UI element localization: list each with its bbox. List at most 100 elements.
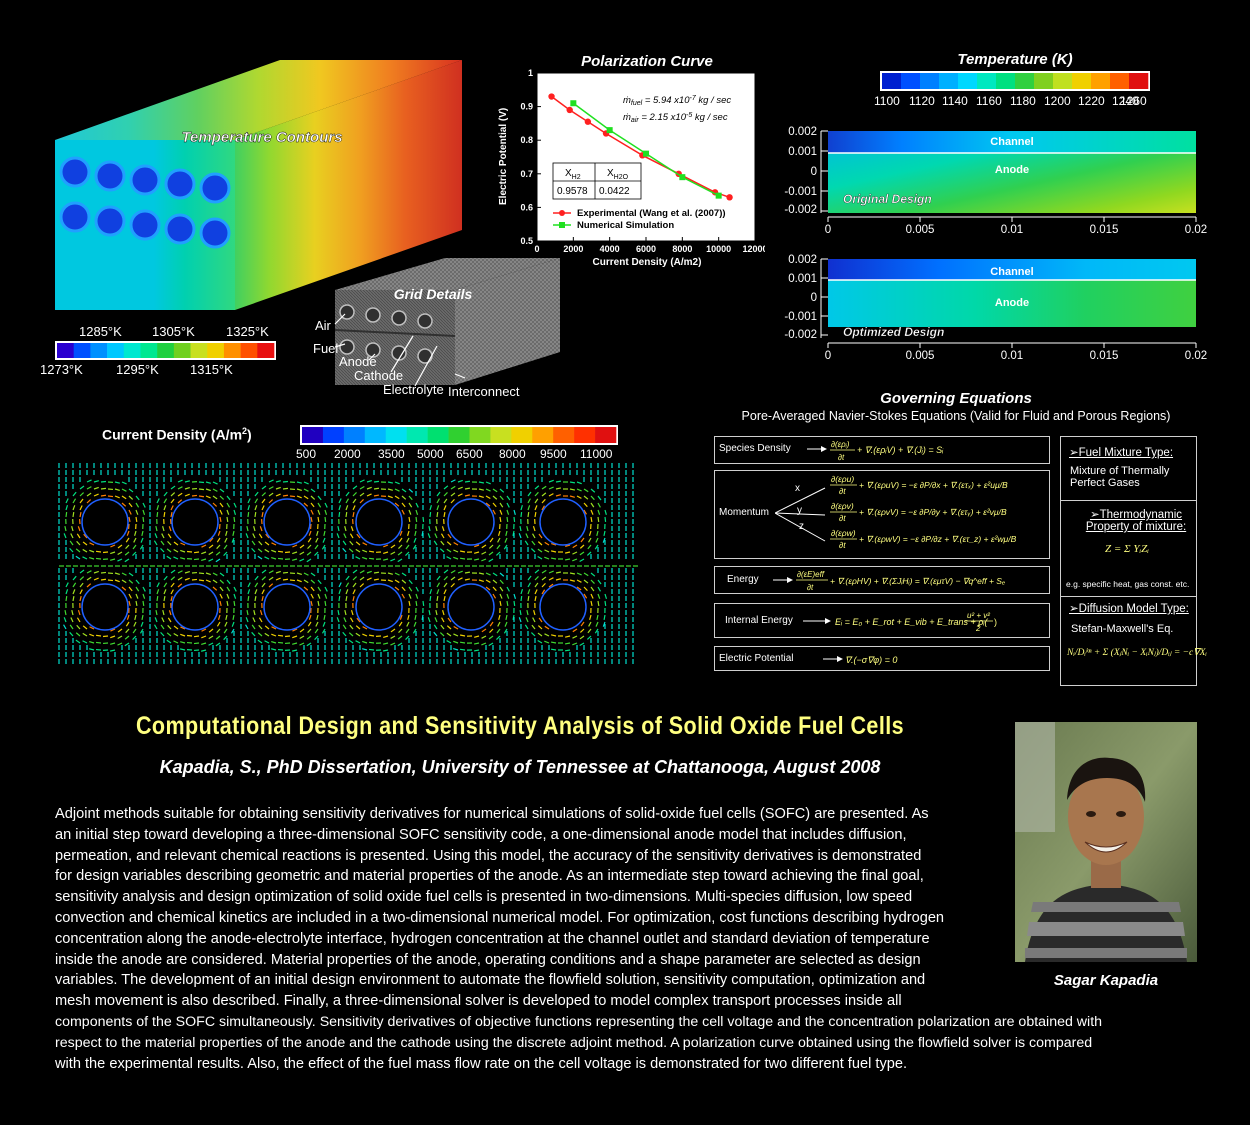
- temperature-contour-block: Temperature Contours: [55, 60, 462, 310]
- channel-hole: [355, 583, 403, 631]
- abstract-line-5: sensitivity analysis and design optimiza…: [55, 889, 913, 906]
- species-equation: ∂(ερᵢ) ∂t + ∇.(ερᵢV) + ∇.(Jᵢ) = Sᵢ: [807, 440, 944, 462]
- abstract-line-2: an initial step toward developing a thre…: [55, 826, 907, 843]
- channel-hole: [539, 498, 587, 546]
- opt-ytick-5: -0.002: [784, 329, 817, 341]
- legend-bottom-1: 1273°K: [40, 362, 83, 377]
- channel-hole: [171, 583, 219, 631]
- label-fuel: Fuel: [313, 341, 339, 356]
- abstract-line-10: mesh movement is also described. Finally…: [55, 993, 902, 1010]
- cd-2000: 2000: [334, 447, 361, 461]
- current-density-scale: 500 2000 3500 5000 6500 8000 9500 11000: [296, 447, 626, 461]
- xh2o-value: 0.0422: [599, 186, 630, 197]
- channel-hole: [171, 498, 219, 546]
- temp-1180: 1180: [1010, 94, 1036, 108]
- polarization-legend: Experimental (Wang et al. (2007)) Numeri…: [553, 208, 726, 231]
- electric-potential-equation: ∇.(−σ∇φ) = 0: [823, 655, 897, 665]
- original-design-plot: 0.002 0.001 0 -0.001 -0.002 0 0.005 0.01…: [784, 126, 1207, 236]
- color-swatch: [427, 427, 449, 443]
- pol-xtick: 6000: [636, 244, 656, 254]
- internal-energy-equation: Eᵢ = E₀ + E_rot + E_vib + E_trans + ρᵢ( …: [803, 611, 997, 633]
- momentum-equations: x y z ∂(ερu) ∂t + ∇.(ερuV) = −ε ∂P/∂x + ∇…: [775, 474, 1017, 550]
- color-swatch: [511, 427, 533, 443]
- color-swatch: [532, 427, 554, 443]
- poster-title: Computational Design and Sensitivity Ana…: [135, 712, 905, 740]
- momentum-label: Momentum: [719, 507, 770, 518]
- pol-xtick: 12000: [742, 244, 765, 254]
- color-swatch: [240, 343, 258, 358]
- orig-xtick-2: 0.005: [906, 224, 935, 236]
- temperature-color-bar: [880, 71, 1150, 91]
- electric-potential-equation-box: Electric Potential ∇.(−σ∇φ) = 0: [714, 646, 1050, 671]
- pol-point-numerical: [643, 150, 649, 157]
- color-swatch: [173, 343, 191, 358]
- contour-legend-bottom: 1273°K 1295°K 1315°K: [40, 362, 280, 377]
- svg-text:∂t: ∂t: [839, 486, 846, 496]
- color-swatch: [1091, 73, 1111, 89]
- label-anode: Anode: [339, 354, 377, 369]
- orig-xtick-3: 0.01: [1001, 224, 1023, 236]
- svg-text:∂(ερᵢ): ∂(ερᵢ): [831, 440, 850, 449]
- temp-1160: 1160: [976, 94, 1002, 108]
- abstract-line-12: respect to the material properties of th…: [55, 1034, 1093, 1051]
- abstract-line-6: convection and chemical kinetics are inc…: [55, 909, 945, 926]
- temperature-contours-title: Temperature Contours: [181, 129, 342, 146]
- color-swatch: [939, 73, 959, 89]
- orig-ytick-4: -0.001: [784, 186, 817, 198]
- grid-details-title: Grid Details: [394, 286, 473, 302]
- pol-point-experimental: [566, 106, 573, 114]
- author-photo: [1015, 722, 1197, 962]
- stefan-maxwell-formula: Nᵢ/Dᵢᵏⁿ + Σ (XⱼNᵢ − XᵢNⱼ)/Dᵢⱼ = −c∇Xᵢ: [1067, 648, 1207, 658]
- channel-hole: [447, 498, 495, 546]
- thermo-property-section: ➢Thermodynamic Property of mixture: Z = …: [1061, 501, 1196, 597]
- color-swatch: [364, 427, 387, 443]
- color-swatch: [343, 427, 366, 443]
- channel-hole: [539, 583, 587, 631]
- pol-point-numerical: [606, 127, 613, 134]
- legend-bottom-2: 1295°K: [116, 362, 159, 377]
- abstract-line-1: Adjoint methods suitable for obtaining s…: [55, 806, 929, 822]
- color-swatch: [1034, 73, 1054, 89]
- color-swatch: [1053, 73, 1073, 89]
- pol-point-numerical: [570, 100, 577, 107]
- pol-point-experimental: [584, 118, 592, 125]
- temp-1140: 1140: [942, 94, 968, 108]
- polarization-title: Polarization Curve: [581, 53, 713, 70]
- svg-text:∂t: ∂t: [839, 540, 846, 550]
- diffusion-heading: ➢Diffusion Model Type:: [1069, 603, 1189, 615]
- opt-ytick-4: -0.001: [784, 311, 817, 323]
- svg-text:∇.(−σ∇φ) = 0: ∇.(−σ∇φ) = 0: [845, 655, 897, 665]
- temp-1220: 1220: [1078, 94, 1105, 108]
- equations-title: Governing Equations: [880, 390, 1032, 407]
- opt-ytick-3: 0: [811, 292, 817, 304]
- color-swatch: [157, 343, 175, 358]
- color-swatch: [223, 343, 241, 358]
- pol-ytick: 0.8: [520, 135, 533, 145]
- channel-hole: [81, 583, 129, 631]
- color-swatch: [73, 343, 91, 358]
- opt-anode-label: Anode: [995, 297, 1029, 309]
- contour-color-bar: [55, 341, 276, 360]
- polarization-xlabel: Current Density (A/m2): [592, 257, 702, 268]
- svg-text:2: 2: [975, 624, 981, 633]
- color-swatch: [107, 343, 125, 358]
- legend-experimental: Experimental (Wang et al. (2007)): [577, 208, 726, 219]
- xh2-value: 0.9578: [557, 186, 588, 197]
- color-swatch: [1129, 73, 1149, 89]
- opt-xtick-1: 0: [825, 350, 831, 362]
- cd-11000: 11000: [580, 447, 613, 461]
- svg-text:∂t: ∂t: [807, 583, 814, 592]
- color-swatch: [90, 343, 108, 358]
- momentum-equation-box: Momentum x y z ∂(ερu) ∂t + ∇.(ερuV) = −ε …: [714, 470, 1050, 559]
- orig-ytick-5: -0.002: [784, 204, 817, 216]
- polarization-chart: 1 0.9 0.8 0.7 0.6 0.50 2000 4000 6000 8000 10000 12…: [520, 68, 765, 254]
- color-swatch: [257, 343, 275, 358]
- energy-label: Energy: [727, 574, 759, 585]
- orig-xtick-1: 0: [825, 224, 831, 236]
- abstract-line-11: components of the SOFC simultaneously. S…: [55, 1013, 1103, 1030]
- opt-xtick-4: 0.015: [1090, 350, 1119, 362]
- thermo-note: e.g. specific heat, gas const. etc.: [1066, 579, 1190, 589]
- opt-xtick-3: 0.01: [1001, 350, 1023, 362]
- svg-text:+ ∇.(ερvV) = −ε ∂P/∂y + ∇.(ετᵧ: + ∇.(ερvV) = −ε ∂P/∂y + ∇.(ετᵧ) + ε²vμ/B: [859, 507, 1007, 517]
- color-swatch: [140, 343, 158, 358]
